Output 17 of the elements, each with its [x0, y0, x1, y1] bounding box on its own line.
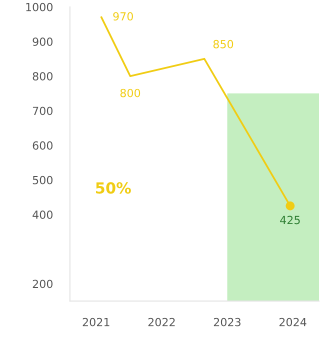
y-tick-label: 200: [32, 280, 53, 288]
y-tick-label: 700: [32, 106, 53, 116]
x-tick-label: 2023: [214, 318, 240, 326]
x-tick-label: 2024: [279, 318, 306, 326]
y-tick-label: 600: [32, 141, 53, 150]
y-tick-label: 500: [32, 176, 53, 184]
y-tick-label: 800: [32, 72, 53, 80]
y-tick-label: 400: [32, 210, 53, 219]
y-tick-label: 1000: [26, 2, 53, 12]
y-tick-label: 900: [32, 37, 53, 46]
data-label: 425: [280, 216, 300, 224]
data-label: 850: [213, 40, 234, 48]
x-tick-label: 2021: [82, 318, 110, 326]
annotation: 50%: [96, 182, 131, 194]
x-tick-label: 2022: [148, 318, 175, 326]
data-label: 800: [120, 88, 140, 98]
data-label: 970: [113, 12, 133, 21]
